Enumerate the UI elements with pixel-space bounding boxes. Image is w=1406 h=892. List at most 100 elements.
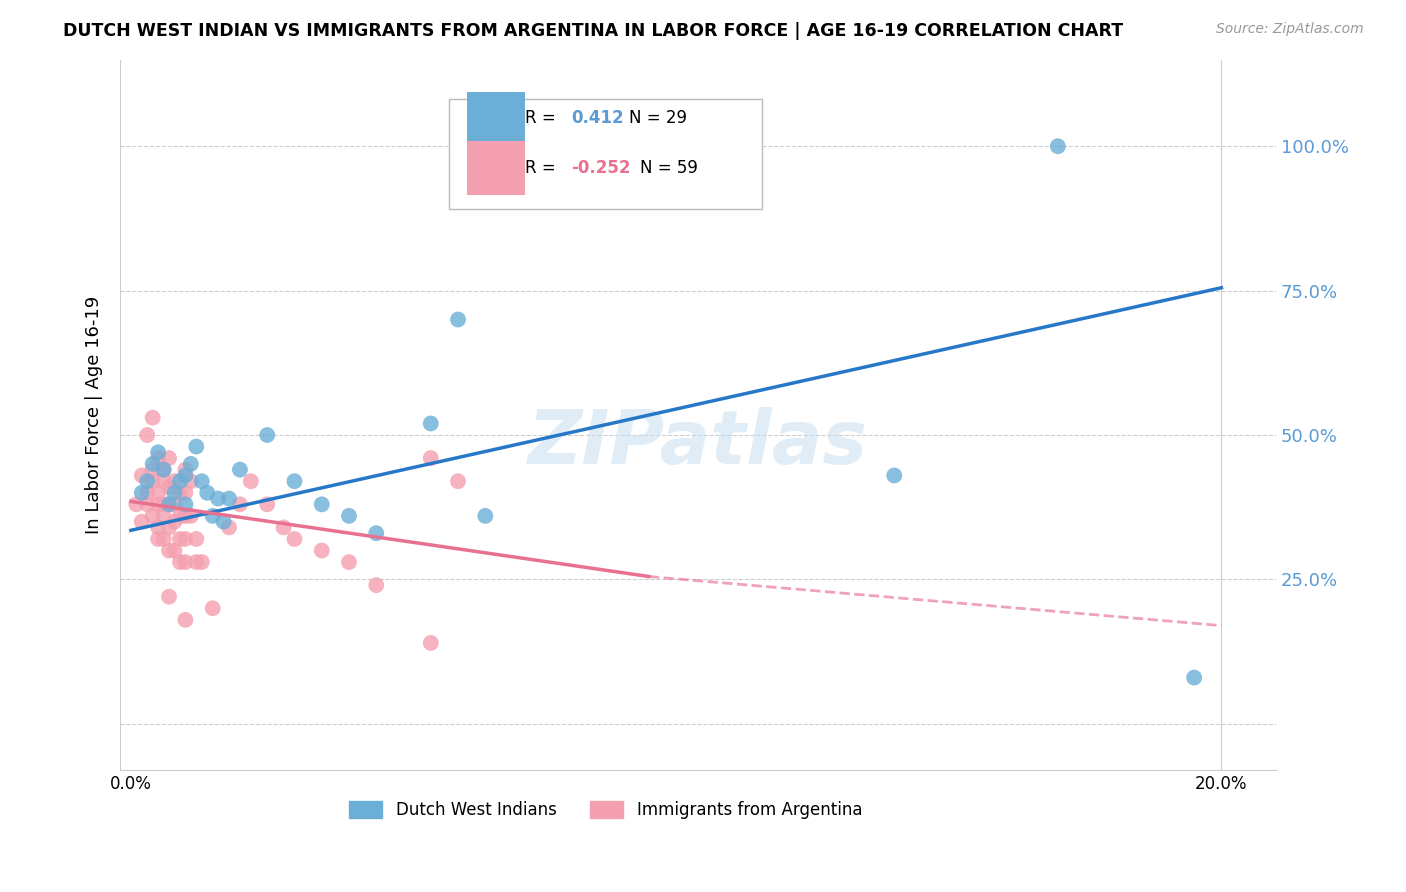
Point (256, 428, 278, 442)
Point (174, 532, 197, 546)
Point (157, 520, 180, 534)
Point (142, 457, 165, 471)
Point (311, 543, 333, 558)
Point (447, 312, 470, 326)
Point (256, 497, 278, 511)
FancyBboxPatch shape (467, 92, 524, 145)
Point (190, 474, 212, 488)
Point (218, 491, 240, 506)
Text: ZIPatlas: ZIPatlas (529, 407, 868, 480)
Point (1046, 139, 1069, 153)
Point (163, 474, 186, 488)
Point (152, 532, 174, 546)
Point (152, 474, 174, 488)
Text: R =: R = (524, 109, 561, 127)
Point (131, 485, 153, 500)
Point (169, 485, 191, 500)
Point (283, 474, 305, 488)
Text: Source: ZipAtlas.com: Source: ZipAtlas.com (1216, 22, 1364, 37)
Y-axis label: In Labor Force | Age 16-19: In Labor Force | Age 16-19 (86, 295, 103, 534)
Point (169, 532, 191, 546)
Point (131, 468, 153, 483)
Point (186, 555, 208, 569)
Point (142, 463, 165, 477)
Point (229, 463, 252, 477)
Point (157, 543, 180, 558)
Point (163, 485, 186, 500)
Point (201, 508, 224, 523)
Point (136, 497, 159, 511)
Point (447, 474, 470, 488)
Point (337, 555, 360, 569)
Point (180, 457, 202, 471)
Point (163, 515, 186, 529)
Point (419, 636, 441, 650)
Point (157, 590, 180, 604)
Point (152, 508, 174, 523)
Legend: Dutch West Indians, Immigrants from Argentina: Dutch West Indians, Immigrants from Arge… (342, 794, 869, 826)
Text: R =: R = (524, 159, 561, 177)
Point (125, 497, 148, 511)
Point (283, 532, 305, 546)
Point (207, 491, 229, 506)
Point (366, 526, 388, 541)
Point (157, 497, 180, 511)
Point (157, 451, 180, 466)
Point (229, 497, 252, 511)
Point (136, 485, 159, 500)
Point (142, 508, 165, 523)
Point (169, 508, 191, 523)
Point (146, 445, 169, 459)
Point (174, 613, 197, 627)
Point (218, 520, 240, 534)
Point (146, 451, 169, 466)
Point (142, 474, 165, 488)
Text: N = 29: N = 29 (628, 109, 686, 127)
Point (174, 463, 197, 477)
Point (195, 485, 218, 500)
Point (152, 463, 174, 477)
Point (174, 468, 197, 483)
Point (201, 601, 224, 615)
Point (337, 508, 360, 523)
Point (180, 474, 202, 488)
Point (136, 474, 159, 488)
Point (273, 520, 295, 534)
Point (212, 515, 235, 529)
Text: -0.252: -0.252 (571, 159, 630, 177)
Point (366, 578, 388, 592)
Point (152, 463, 174, 477)
Point (174, 485, 197, 500)
Point (239, 474, 262, 488)
Point (180, 508, 202, 523)
Point (131, 515, 153, 529)
Point (163, 543, 186, 558)
Point (174, 508, 197, 523)
Point (419, 417, 441, 431)
Point (174, 555, 197, 569)
Point (142, 410, 165, 425)
Text: DUTCH WEST INDIAN VS IMMIGRANTS FROM ARGENTINA IN LABOR FORCE | AGE 16-19 CORREL: DUTCH WEST INDIAN VS IMMIGRANTS FROM ARG… (63, 22, 1123, 40)
Point (157, 480, 180, 494)
Text: N = 59: N = 59 (640, 159, 697, 177)
FancyBboxPatch shape (450, 99, 762, 209)
Point (474, 508, 496, 523)
Point (146, 497, 169, 511)
FancyBboxPatch shape (467, 141, 524, 194)
Point (169, 474, 191, 488)
Point (146, 485, 169, 500)
Point (174, 497, 197, 511)
Text: 0.412: 0.412 (571, 109, 623, 127)
Point (146, 520, 169, 534)
Point (169, 555, 191, 569)
Point (186, 532, 208, 546)
Point (136, 428, 159, 442)
Point (1182, 671, 1205, 685)
Point (146, 532, 169, 546)
Point (419, 451, 441, 466)
Point (163, 497, 186, 511)
Point (883, 468, 905, 483)
Point (190, 555, 212, 569)
Point (157, 497, 180, 511)
Point (186, 440, 208, 454)
